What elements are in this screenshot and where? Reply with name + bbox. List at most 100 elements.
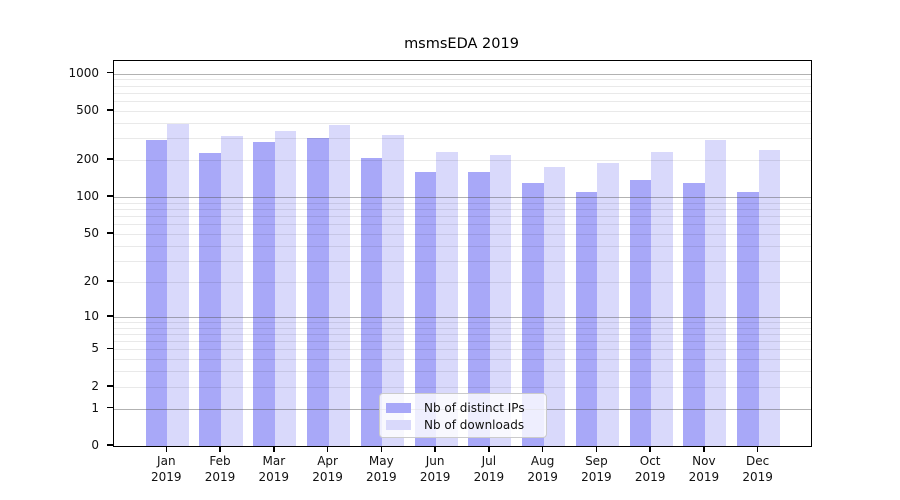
y-tick-label-500: 500 [76,102,99,117]
x-tick-apr [326,446,329,452]
year-label: 2019 [634,469,666,484]
legend-item-distinct-ips: Nb of distinct IPs [386,399,538,417]
legend-label-downloads: Nb of downloads [424,418,525,433]
bar-downloads-may [382,135,404,446]
x-tick-label-feb: Feb 2019 [192,454,248,485]
gridline-4 [114,359,811,361]
year-label: 2019 [419,469,451,484]
month-label: Aug [530,454,555,468]
gridline-6 [114,341,811,343]
bar-downloads-jan [167,124,189,446]
x-tick-label-jul: Jul 2019 [461,454,517,485]
gridline-500 [114,110,811,112]
month-label: Apr [317,454,338,468]
x-tick-nov [703,446,705,452]
month-label: May [368,454,394,468]
x-tick-oct [649,446,651,452]
bar-distinct-ips-jun [414,172,437,446]
y-tick-label-2: 2 [91,378,99,393]
gridline-1000 [114,73,811,75]
year-label: 2019 [473,469,505,484]
gridline-80 [114,209,811,211]
x-tick-mar [273,446,275,452]
bar-distinct-ips-oct [629,180,652,446]
y-tick-label-1000: 1000 [68,65,99,80]
x-tick-dec [756,446,759,452]
month-label: Jul [481,454,497,468]
y-tick-100 [107,195,113,197]
month-label: Nov [692,454,716,468]
month-label: Jun [425,454,445,468]
month-label: Feb [209,454,231,468]
x-tick-label-nov: Nov 2019 [676,454,732,485]
y-tick-label-0: 0 [91,438,99,452]
y-tick-label-50: 50 [83,226,99,241]
y-tick-1000 [107,71,113,74]
gridline-7 [114,333,811,335]
y-tick-20 [107,280,113,282]
x-tick-sep [595,446,598,452]
x-tick-may [380,446,383,452]
y-tick-50 [107,232,113,234]
gridline-400 [114,122,811,124]
x-tick-jan [165,446,168,452]
bar-downloads-mar [274,130,297,446]
y-tick-label-10: 10 [83,308,99,323]
month-label: Oct [639,454,661,468]
bar-downloads-feb [221,136,243,446]
x-tick-label-mar: Mar 2019 [246,454,302,485]
bar-distinct-ips-nov [683,183,705,446]
bar-downloads-jun [436,151,458,446]
gridline-900 [114,79,811,81]
gridline-20 [114,281,811,283]
gridline-30 [114,260,811,262]
y-tick-label-5: 5 [91,341,99,356]
gridline-300 [114,138,811,140]
gridline-90 [114,202,811,204]
year-label: 2019 [204,469,236,484]
year-label: 2019 [688,469,720,484]
x-tick-label-aug: Aug 2019 [515,454,571,485]
month-label: Jan [157,454,176,468]
y-tick-5 [107,347,113,350]
bar-distinct-ips-jan [145,140,168,446]
legend-label-distinct-ips: Nb of distinct IPs [424,400,525,415]
legend: Nb of distinct IPs Nb of downloads [379,393,547,438]
y-tick-2 [107,385,113,387]
x-tick-label-jan: Jan 2019 [138,454,194,485]
bar-downloads-nov [704,140,727,446]
y-tick-10 [107,315,113,317]
bar-distinct-ips-may [360,157,383,446]
x-tick-aug [541,446,544,452]
bar-downloads-jul [489,155,512,446]
gridline-50 [114,234,811,236]
legend-swatch-distinct-ips [386,402,411,413]
y-tick-label-100: 100 [76,189,99,204]
year-label: 2019 [527,469,558,484]
bar-distinct-ips-apr [306,138,329,446]
gridline-700 [114,92,811,94]
gridline-100 [114,197,811,199]
year-label: 2019 [258,469,290,484]
y-tick-500 [107,109,113,111]
x-tick-label-may: May 2019 [353,454,409,485]
x-tick-label-dec: Dec 2019 [730,454,786,485]
bar-distinct-ips-dec [737,192,759,446]
bar-downloads-aug [543,167,566,446]
y-tick-label-200: 200 [76,152,99,167]
x-tick-jun [434,446,436,452]
bar-distinct-ips-mar [253,141,275,446]
bar-downloads-apr [328,124,351,446]
year-label: 2019 [366,469,397,484]
gridline-10 [114,316,811,318]
gridline-2 [114,386,811,388]
gridline-40 [114,245,811,247]
x-tick-label-apr: Apr 2019 [300,454,356,485]
gridline-8 [114,327,811,329]
bar-distinct-ips-jul [468,172,490,446]
year-label: 2019 [151,469,182,484]
month-label: Sep [585,454,608,468]
gridline-60 [114,224,811,226]
bar-downloads-sep [597,162,619,446]
gridline-600 [114,101,811,103]
